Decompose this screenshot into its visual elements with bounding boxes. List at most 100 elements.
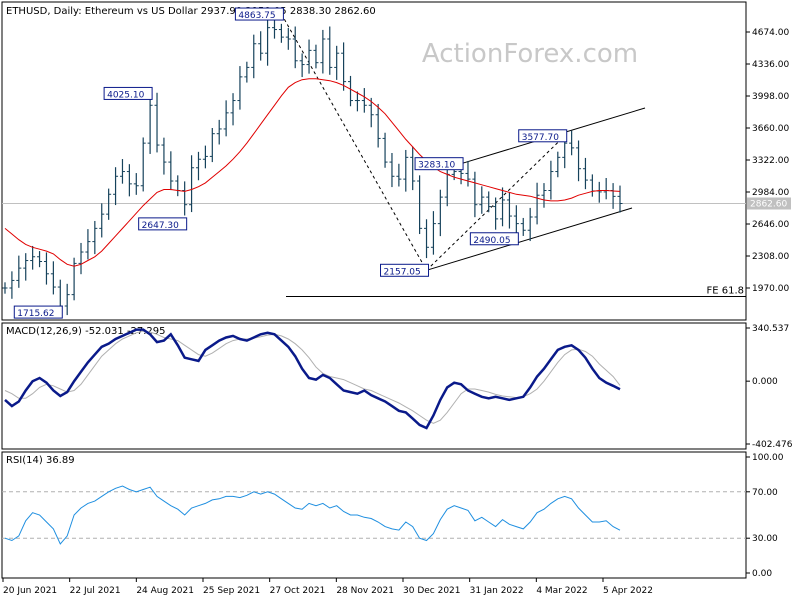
price-bar xyxy=(375,103,381,148)
price-bar xyxy=(382,132,388,168)
time-tick-label: 30 Dec 2021 xyxy=(403,586,461,596)
macd-pane: MACD(12,26,9) -52.031 -27.295 340.537 0.0… xyxy=(1,322,793,450)
price-annotation: 1715.62 xyxy=(13,305,63,319)
price-bar xyxy=(237,66,243,110)
price-bar xyxy=(258,31,264,61)
price-bar xyxy=(513,205,519,233)
price-tick-label: 3660.00 xyxy=(752,124,789,134)
price-annotation-label: 3577.70 xyxy=(522,133,559,143)
price-annotation: 4863.75 xyxy=(234,7,284,21)
price-bar xyxy=(389,152,395,188)
price-annotation-label: 3283.10 xyxy=(418,161,455,171)
price-bar xyxy=(479,186,485,214)
price-bar xyxy=(285,28,291,50)
time-tick-label: 24 Aug 2021 xyxy=(136,586,194,596)
macd-tick-label: -402.476 xyxy=(752,440,793,450)
price-bar xyxy=(119,159,125,184)
price-bar xyxy=(306,39,312,74)
price-tick-label: 4336.00 xyxy=(752,60,789,70)
price-bar xyxy=(334,45,340,80)
price-bar xyxy=(617,185,623,213)
price-bar xyxy=(437,189,443,237)
fib-level-label: FE 61.8 xyxy=(706,286,744,297)
price-bar xyxy=(251,34,257,79)
price-bar xyxy=(430,211,436,255)
price-bar xyxy=(2,282,8,294)
price-annotation: 2157.05 xyxy=(380,263,430,277)
price-bar xyxy=(361,88,367,113)
price-pane-frame xyxy=(1,1,747,321)
price-bar xyxy=(313,44,319,69)
price-bar xyxy=(327,26,333,75)
price-bar xyxy=(23,253,29,281)
price-bar xyxy=(299,53,305,78)
price-tick-label: 2984.00 xyxy=(752,188,789,198)
price-bar xyxy=(555,151,561,178)
price-bar xyxy=(465,160,471,187)
price-annotation: 3283.10 xyxy=(414,157,464,171)
time-tick-label: 28 Nov 2021 xyxy=(336,586,394,596)
current-price-tag: 2862.60 xyxy=(747,197,791,210)
moving-average-line xyxy=(4,78,621,267)
rsi-line xyxy=(4,485,621,545)
price-bar xyxy=(569,130,575,156)
price-bar xyxy=(154,92,160,153)
price-bar xyxy=(216,119,222,145)
price-bar xyxy=(417,175,423,235)
macd-label: MACD(12,26,9) -52.031 -27.295 xyxy=(6,326,166,337)
price-bar xyxy=(85,229,91,260)
price-annotation-label: 2647.30 xyxy=(142,221,179,231)
price-bar xyxy=(341,42,347,91)
price-bar xyxy=(403,149,409,192)
price-bar xyxy=(472,171,478,218)
price-tick-label: 3998.00 xyxy=(752,92,789,102)
price-annotation: 2647.30 xyxy=(138,217,188,231)
price-bar xyxy=(506,192,512,229)
price-annotation-label: 4863.75 xyxy=(238,11,275,21)
price-bar xyxy=(50,261,56,295)
current-price-value: 2862.60 xyxy=(750,199,787,209)
macd-pane-frame xyxy=(1,322,747,450)
price-pane: ActionForex.com ETHUSD, Daily: Ethereum … xyxy=(1,1,791,321)
macd-tick-label: 340.537 xyxy=(752,324,789,334)
price-bar xyxy=(189,155,195,213)
price-bar xyxy=(548,160,554,200)
price-bar xyxy=(147,96,153,154)
time-tick-label: 5 Apr 2022 xyxy=(603,586,653,596)
price-bar xyxy=(520,217,526,236)
rsi-pane-frame xyxy=(1,451,747,579)
time-tick-label: 20 Jun 2021 xyxy=(3,586,57,596)
price-bar xyxy=(140,137,146,192)
price-tick-label: 3322.00 xyxy=(752,156,789,166)
price-bar xyxy=(493,197,499,230)
watermark: ActionForex.com xyxy=(422,39,638,69)
price-annotation: 2490.05 xyxy=(469,232,519,246)
price-annotation-label: 1715.62 xyxy=(17,309,54,319)
price-bar xyxy=(541,183,547,208)
price-bar xyxy=(320,29,326,74)
price-bar xyxy=(182,181,188,216)
price-bar xyxy=(368,97,374,128)
price-annotation-label: 2490.05 xyxy=(473,236,510,246)
price-bar xyxy=(292,26,298,69)
price-bar xyxy=(576,140,582,182)
chart-header: ETHUSD, Daily: Ethereum vs US Dollar 293… xyxy=(6,6,376,17)
price-tick-label: 2646.00 xyxy=(752,220,789,230)
rsi-tick-label: 30.00 xyxy=(752,534,778,544)
time-tick-label: 25 Sep 2021 xyxy=(203,586,260,596)
price-bar xyxy=(16,255,22,288)
price-axis: 4674.00 4336.00 3998.00 3660.00 3322.00 2984.… xyxy=(746,28,789,294)
price-bar xyxy=(486,191,492,213)
price-tick-label: 4674.00 xyxy=(752,28,789,38)
price-bar xyxy=(348,75,354,107)
price-bar xyxy=(161,137,167,175)
price-bar xyxy=(168,151,174,191)
time-tick-label: 27 Oct 2021 xyxy=(270,586,326,596)
macd-line xyxy=(4,328,621,430)
rsi-axis: 100.00 70.00 30.00 0.00 xyxy=(746,453,784,579)
price-bar xyxy=(106,188,112,220)
price-bars xyxy=(2,16,623,319)
price-bar xyxy=(9,271,15,299)
price-bar xyxy=(113,167,119,206)
